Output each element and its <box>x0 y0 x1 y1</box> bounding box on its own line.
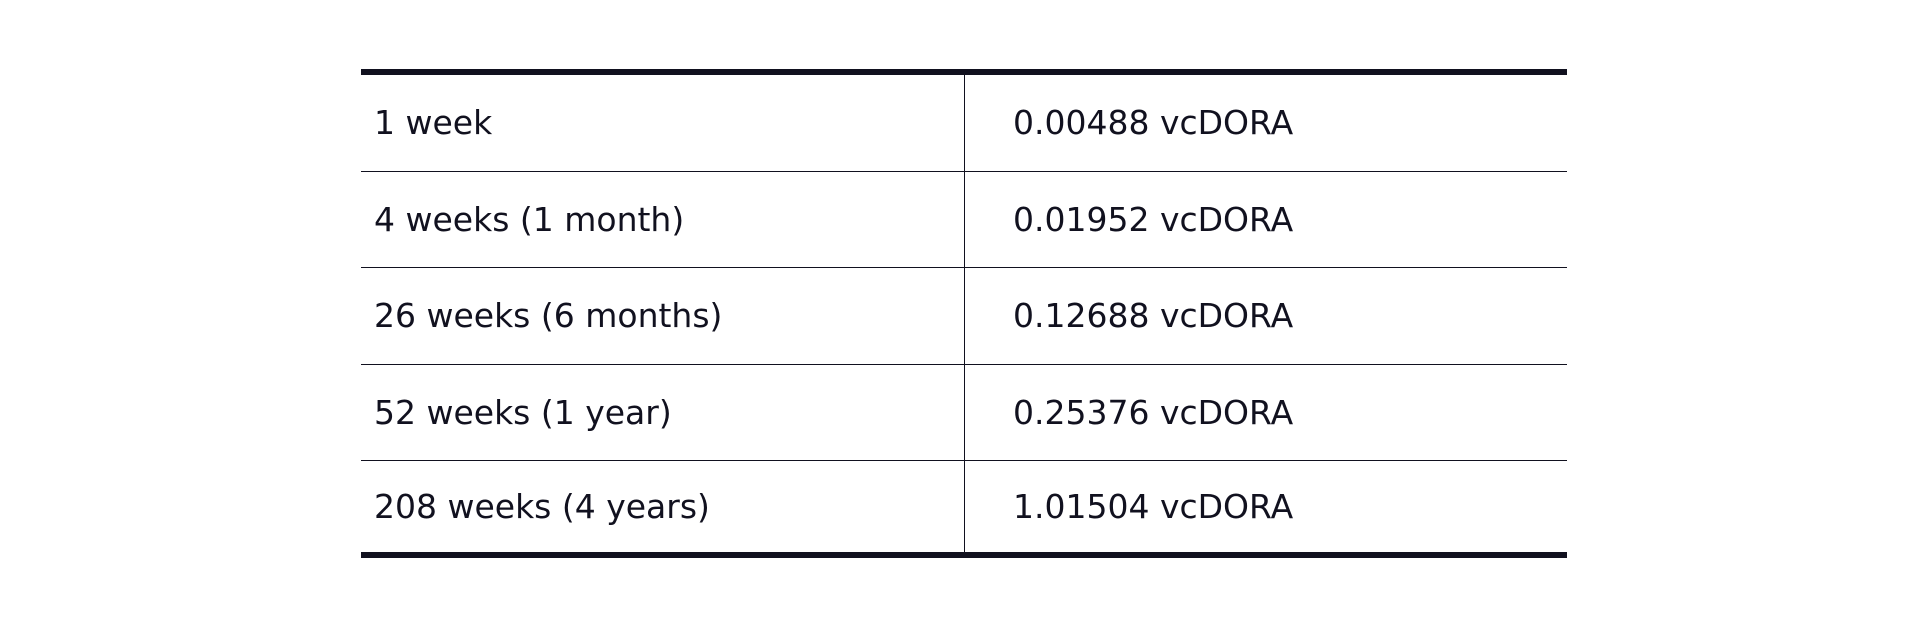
vcdora-amount-cell: 0.25376 vcDORA <box>1013 392 1294 432</box>
lock-duration-table: 1 week 0.00488 vcDORA 4 weeks (1 month) … <box>361 69 1567 558</box>
vcdora-amount-cell: 0.00488 vcDORA <box>1013 103 1294 143</box>
table-row: 1 week 0.00488 vcDORA <box>361 75 1567 172</box>
duration-cell: 26 weeks (6 months) <box>361 268 965 364</box>
duration-cell: 52 weeks (1 year) <box>361 364 965 460</box>
duration-cell: 1 week <box>361 75 965 171</box>
table-row: 208 weeks (4 years) 1.01504 vcDORA <box>361 461 1567 552</box>
table-row: 52 weeks (1 year) 0.25376 vcDORA <box>361 364 1567 461</box>
duration-cell: 4 weeks (1 month) <box>361 171 965 267</box>
table-row: 4 weeks (1 month) 0.01952 vcDORA <box>361 171 1567 268</box>
vcdora-amount-cell: 1.01504 vcDORA <box>1013 487 1294 526</box>
duration-cell: 208 weeks (4 years) <box>361 461 965 552</box>
vcdora-amount-cell: 0.12688 vcDORA <box>1013 296 1294 336</box>
table-row: 26 weeks (6 months) 0.12688 vcDORA <box>361 268 1567 365</box>
vcdora-amount-cell: 0.01952 vcDORA <box>1013 199 1294 239</box>
